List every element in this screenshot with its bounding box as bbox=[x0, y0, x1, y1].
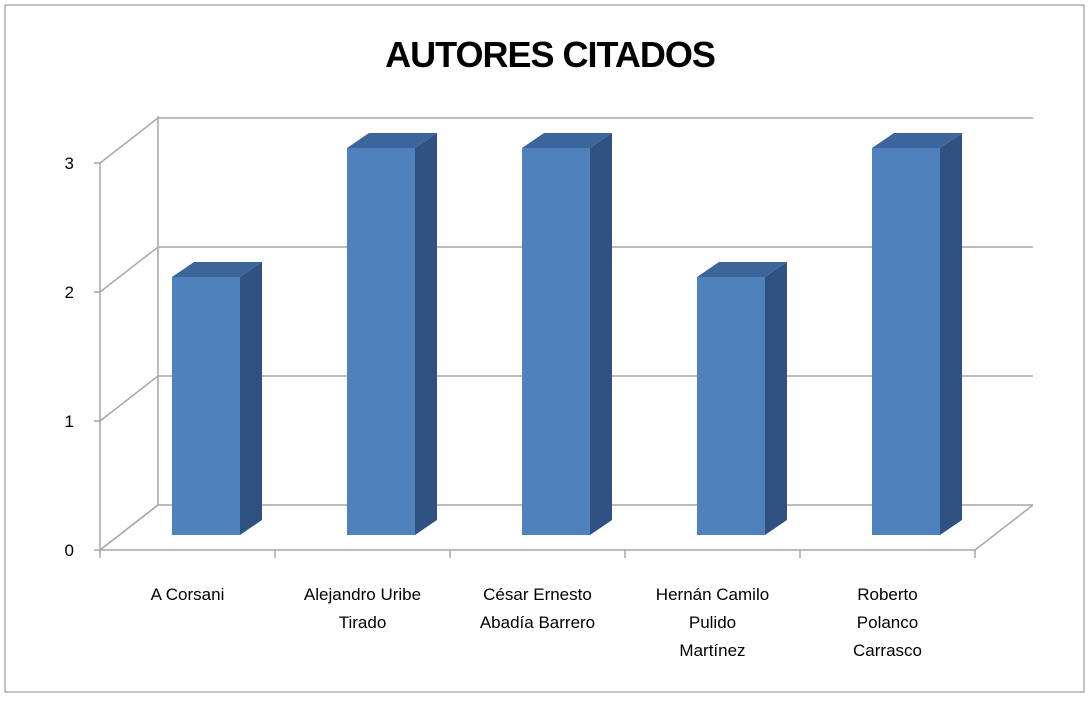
bar-front bbox=[872, 148, 940, 535]
grid-line bbox=[99, 117, 1033, 164]
bar-front bbox=[697, 277, 765, 535]
bar bbox=[172, 262, 262, 535]
bar bbox=[697, 262, 787, 535]
bar-side bbox=[240, 262, 262, 535]
x-tick-label: A Corsani bbox=[151, 585, 225, 604]
x-tick-label: Roberto Polanco Carrasco bbox=[853, 585, 922, 660]
grid-line bbox=[99, 246, 1033, 293]
chart-title: AUTORES CITADOS bbox=[385, 34, 715, 75]
bar bbox=[872, 133, 962, 535]
bar-top bbox=[522, 133, 612, 148]
bar bbox=[522, 133, 612, 535]
bar-top bbox=[697, 262, 787, 277]
bar-side bbox=[590, 133, 612, 535]
bar-top bbox=[872, 133, 962, 148]
y-tick-label: 2 bbox=[65, 283, 74, 302]
bar-front bbox=[347, 148, 415, 535]
bar-top bbox=[172, 262, 262, 277]
bar-front bbox=[522, 148, 590, 535]
bar-side bbox=[765, 262, 787, 535]
bar-top bbox=[347, 133, 437, 148]
bar bbox=[347, 133, 437, 535]
bar-front bbox=[172, 277, 240, 535]
x-tick-label: Alejandro Uribe Tirado bbox=[304, 585, 421, 632]
x-tick-label: Hernán Camilo Pulido Martínez bbox=[656, 585, 769, 660]
x-tick-label: César Ernesto Abadía Barrero bbox=[480, 585, 595, 632]
bar-side bbox=[415, 133, 437, 535]
y-tick-label: 3 bbox=[65, 154, 74, 173]
y-tick-label: 0 bbox=[65, 541, 74, 560]
bar-side bbox=[940, 133, 962, 535]
y-tick-label: 1 bbox=[65, 412, 74, 431]
